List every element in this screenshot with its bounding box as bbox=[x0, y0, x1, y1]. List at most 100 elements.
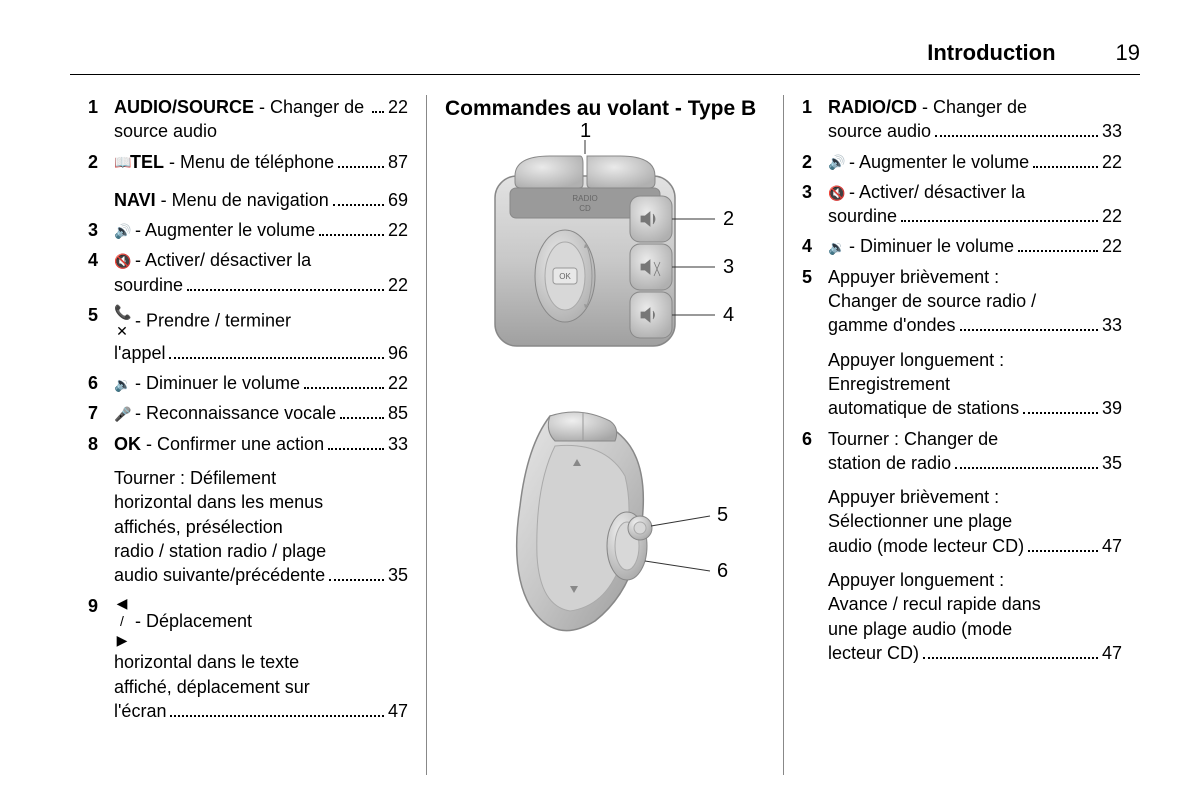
glyph-icon: 📖 bbox=[114, 153, 130, 172]
entry-line: Appuyer longuement : bbox=[828, 348, 1122, 372]
leader-dots bbox=[923, 643, 1098, 659]
entry-line: 📞✕ - Prendre / terminer bbox=[114, 303, 408, 341]
entry-number: 4 bbox=[802, 234, 828, 258]
leader-dots bbox=[340, 403, 384, 419]
page-ref: 35 bbox=[1102, 451, 1122, 475]
page-ref: 69 bbox=[388, 188, 408, 212]
leader-dots bbox=[170, 701, 384, 717]
entry-body: 📞✕ - Prendre / terminerl'appel 96 bbox=[114, 303, 408, 365]
leader-dots bbox=[901, 206, 1098, 222]
entry-text: 🔊 - Augmenter le volume bbox=[828, 150, 1029, 174]
entry-number: 8 bbox=[88, 432, 114, 456]
leader-dots bbox=[338, 151, 384, 167]
leader-dots bbox=[372, 97, 384, 113]
leader-dots bbox=[1023, 398, 1098, 414]
column-center: Commandes au volant - Type B bbox=[426, 95, 783, 775]
entry-line: Tourner : Défilement bbox=[114, 466, 408, 490]
index-entry: 1RADIO/CD - Changer desource audio33 bbox=[802, 95, 1122, 144]
entry-line: radio / station radio / plage bbox=[114, 539, 408, 563]
entry-number: 1 bbox=[802, 95, 828, 119]
entry-text: 🎤 - Reconnaissance vocale bbox=[114, 401, 336, 425]
entry-last-line: 🔊 - Augmenter le volume 22 bbox=[828, 150, 1122, 174]
callout-2: 2 bbox=[723, 208, 734, 231]
entry-text: 🔉 - Diminuer le volume bbox=[828, 234, 1014, 258]
entry-text: sourdine bbox=[114, 273, 183, 297]
header-title: Introduction bbox=[927, 40, 1055, 66]
page-ref: 22 bbox=[1102, 150, 1122, 174]
glyph-icon: 🔇 bbox=[114, 252, 130, 271]
entry-last-line: 🔉 - Diminuer le volume22 bbox=[828, 234, 1122, 258]
callout-6: 6 bbox=[717, 560, 728, 583]
entry-text: station de radio bbox=[828, 451, 951, 475]
page-ref: 47 bbox=[388, 699, 408, 723]
steering-control-top-diagram: RADIO CD OK bbox=[455, 136, 755, 366]
entry-last-line: audio (mode lecteur CD) 47 bbox=[828, 534, 1122, 558]
entry-number: 5 bbox=[88, 303, 114, 327]
entry-number: 2 bbox=[88, 150, 114, 174]
page-ref: 47 bbox=[1102, 534, 1122, 558]
entry-text: automatique de stations bbox=[828, 396, 1019, 420]
entry-body: 🔊 - Augmenter le volume 22 bbox=[828, 150, 1122, 174]
index-entry: 2🔊 - Augmenter le volume22 bbox=[802, 150, 1122, 174]
entry-line: horizontal dans les menus bbox=[114, 490, 408, 514]
entry-number: 4 bbox=[88, 248, 114, 272]
entry-line: affiché, déplacement sur bbox=[114, 675, 408, 699]
entry-text: source audio bbox=[828, 119, 931, 143]
entry-last-line: 🔊 - Augmenter le volume22 bbox=[114, 218, 408, 242]
entry-text: 🔊 - Augmenter le volume bbox=[114, 218, 315, 242]
callout-1: 1 bbox=[580, 120, 591, 143]
entry-body: RADIO/CD - Changer desource audio33 bbox=[828, 95, 1122, 144]
entry-line: RADIO/CD - Changer de bbox=[828, 95, 1122, 119]
entry-text: lecteur CD) bbox=[828, 641, 919, 665]
entry-last-line: sourdine22 bbox=[828, 204, 1122, 228]
entry-body: Appuyer brièvement :Changer de source ra… bbox=[828, 265, 1122, 338]
index-entry: 3🔇 - Activer/ désactiver lasourdine22 bbox=[802, 180, 1122, 229]
index-entry: NAVI - Menu de navigation 69 bbox=[88, 188, 408, 212]
entry-text: OK - Confirmer une action bbox=[114, 432, 324, 456]
leader-dots bbox=[328, 434, 384, 450]
index-entry: 4🔉 - Diminuer le volume22 bbox=[802, 234, 1122, 258]
leader-dots bbox=[333, 190, 384, 206]
control-pad-top-svg: RADIO CD OK bbox=[455, 136, 755, 366]
index-entry: 3🔊 - Augmenter le volume22 bbox=[88, 218, 408, 242]
index-entry: 5📞✕ - Prendre / terminerl'appel 96 bbox=[88, 303, 408, 365]
entry-line: Appuyer longuement : bbox=[828, 568, 1122, 592]
entry-text: NAVI - Menu de navigation bbox=[114, 188, 329, 212]
entry-text: 📖TEL - Menu de téléphone bbox=[114, 150, 334, 174]
entry-last-line: 🎤 - Reconnaissance vocale85 bbox=[114, 401, 408, 425]
svg-text:OK: OK bbox=[559, 272, 571, 281]
index-subentry: Tourner : Défilementhorizontal dans les … bbox=[114, 466, 408, 587]
glyph-icon: 🔊 bbox=[828, 153, 844, 172]
index-entry: 6Tourner : Changer destation de radio35 bbox=[802, 427, 1122, 476]
entry-number: 9 bbox=[88, 594, 114, 618]
entry-text: audio (mode lecteur CD) bbox=[828, 534, 1024, 558]
entry-body: NAVI - Menu de navigation 69 bbox=[114, 188, 408, 212]
index-entry: 4🔇 - Activer/ désactiver lasourdine22 bbox=[88, 248, 408, 297]
entry-text: l'appel bbox=[114, 341, 165, 365]
entry-last-line: station de radio 35 bbox=[828, 451, 1122, 475]
index-entry: 8OK - Confirmer une action33 bbox=[88, 432, 408, 456]
page-ref: 35 bbox=[388, 563, 408, 587]
control-stalk-svg bbox=[455, 406, 755, 636]
entry-last-line: sourdine22 bbox=[114, 273, 408, 297]
index-subentry: Appuyer longuement :Avance / recul rapid… bbox=[828, 568, 1122, 665]
entry-line: Avance / recul rapide dans bbox=[828, 592, 1122, 616]
page-ref: 96 bbox=[388, 341, 408, 365]
glyph-icon: 🔉 bbox=[828, 238, 844, 257]
entry-text: 🔉 - Diminuer le volume bbox=[114, 371, 300, 395]
entry-line: 🔇 - Activer/ désactiver la bbox=[828, 180, 1122, 204]
entry-body: 🎤 - Reconnaissance vocale85 bbox=[114, 401, 408, 425]
entry-number: 6 bbox=[88, 371, 114, 395]
entry-number: 5 bbox=[802, 265, 828, 289]
entry-line: une plage audio (mode bbox=[828, 617, 1122, 641]
cd-label: CD bbox=[579, 204, 591, 213]
index-entry: 1AUDIO/SOURCE - Changer de source audio2… bbox=[88, 95, 408, 144]
entry-line: affichés, présélection bbox=[114, 515, 408, 539]
entry-last-line: automatique de stations39 bbox=[828, 396, 1122, 420]
steering-control-bottom-diagram: 5 6 bbox=[455, 406, 755, 636]
index-entry: 5Appuyer brièvement :Changer de source r… bbox=[802, 265, 1122, 338]
glyph-icon: 🎤 bbox=[114, 405, 130, 424]
page-ref: 22 bbox=[388, 371, 408, 395]
entry-text: sourdine bbox=[828, 204, 897, 228]
page-ref: 33 bbox=[1102, 313, 1122, 337]
